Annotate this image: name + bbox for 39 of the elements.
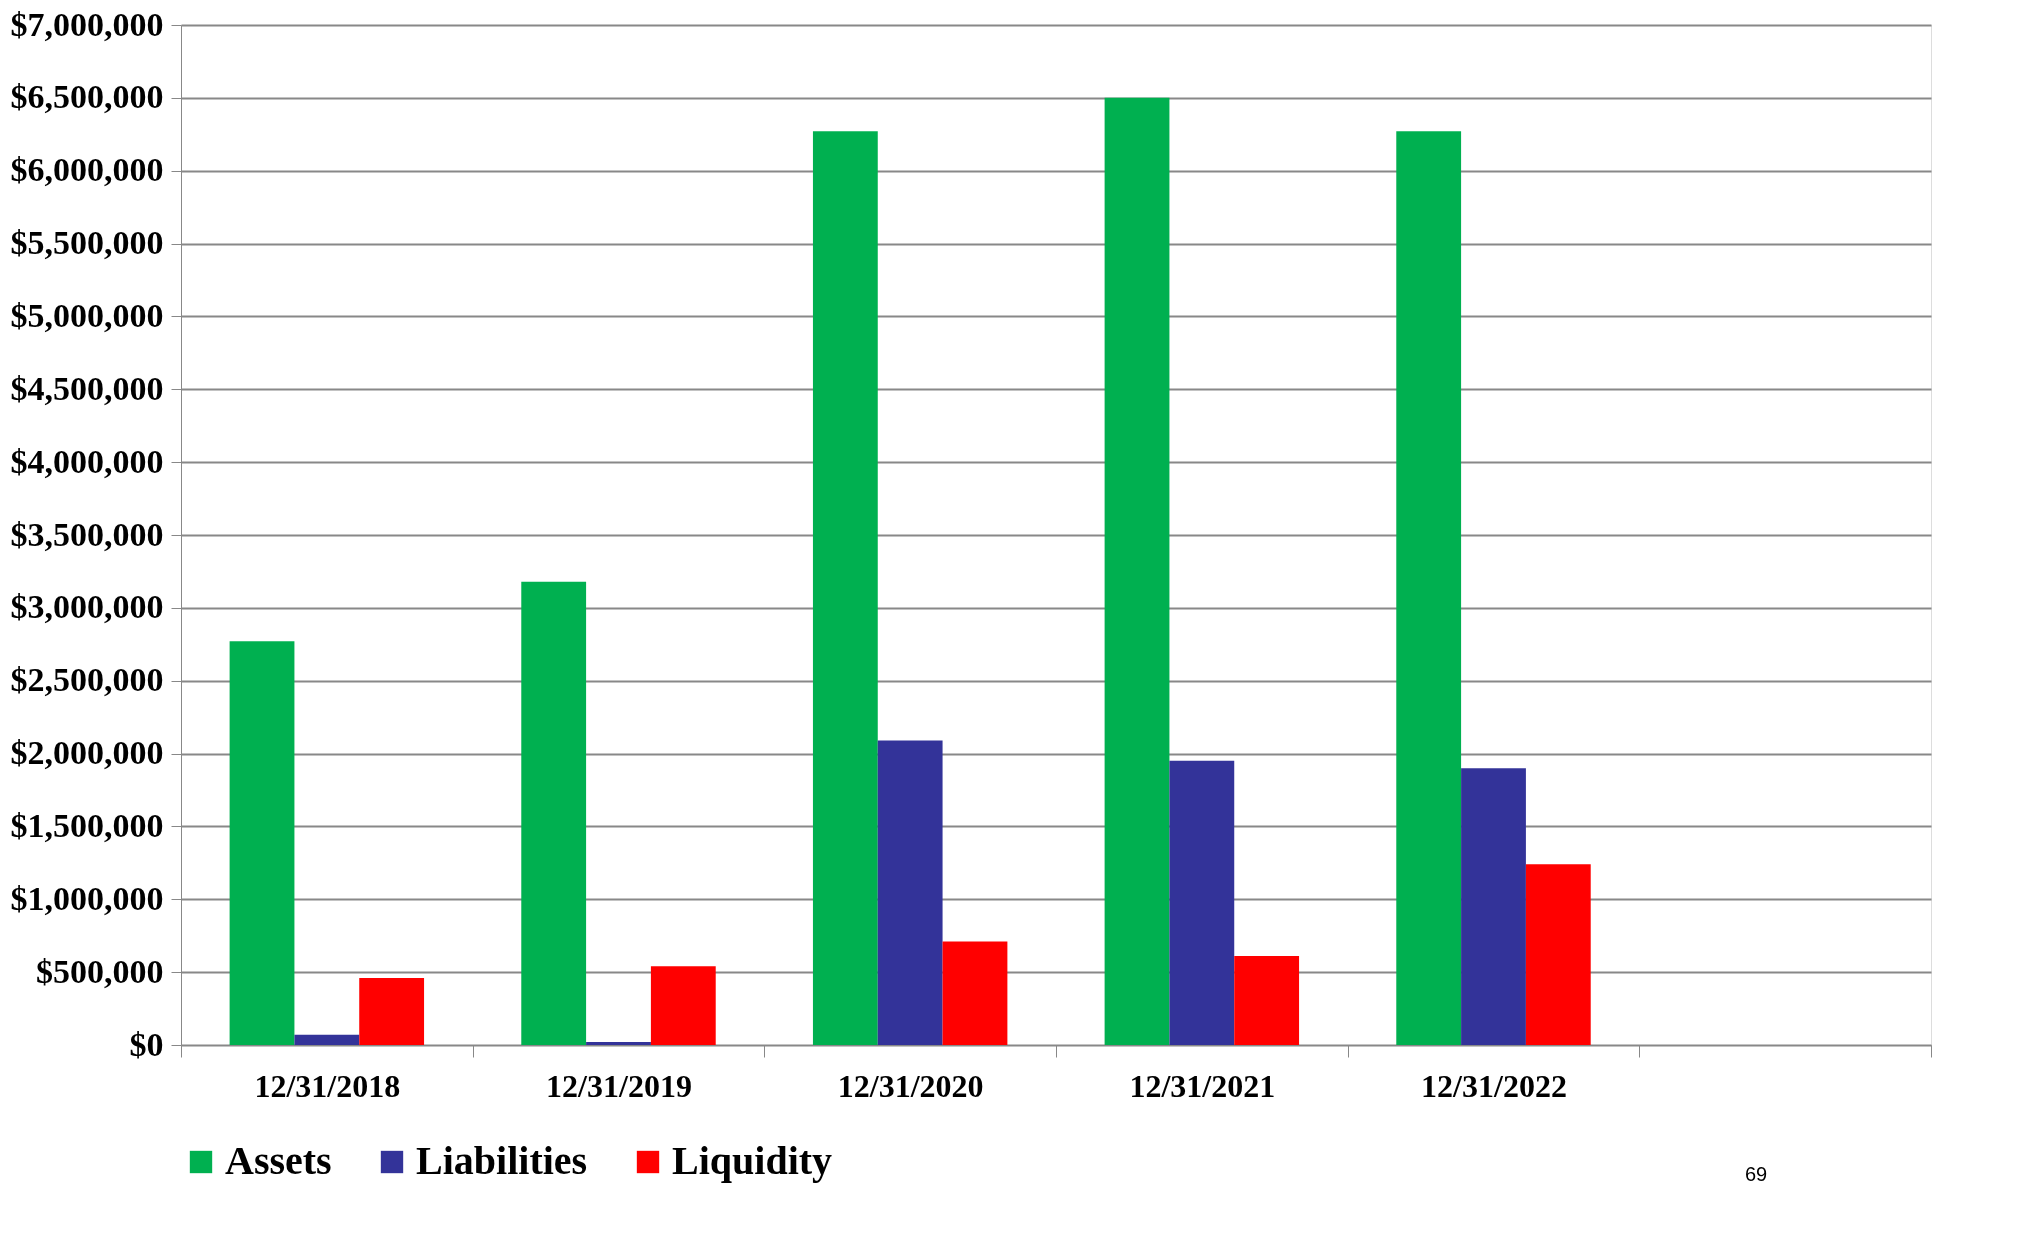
bar bbox=[1169, 760, 1235, 1045]
y-tick-label: $1,000,000 bbox=[10, 879, 164, 917]
bar bbox=[1525, 864, 1591, 1045]
bar bbox=[359, 977, 425, 1045]
y-tick-label: $2,000,000 bbox=[10, 734, 164, 772]
bar bbox=[942, 941, 1008, 1045]
bar bbox=[1104, 97, 1170, 1045]
bar bbox=[1396, 131, 1462, 1045]
y-tick-label: $2,500,000 bbox=[10, 661, 164, 699]
y-tick-label: $7,000,000 bbox=[10, 5, 164, 43]
text: 69 bbox=[1744, 1163, 1768, 1185]
legend-label: Assets bbox=[225, 1138, 332, 1183]
y-tick-label: $5,500,000 bbox=[10, 224, 164, 262]
y-tick-label: $500,000 bbox=[36, 952, 164, 990]
y-tick-label: $5,000,000 bbox=[10, 296, 164, 334]
y-tick-label: $0 bbox=[129, 1025, 164, 1063]
bar bbox=[586, 1042, 651, 1045]
y-tick-label: $4,000,000 bbox=[10, 442, 164, 480]
y-tick-label: $3,000,000 bbox=[10, 588, 164, 626]
x-tick-label: 12/31/2018 bbox=[254, 1067, 401, 1104]
y-tick-label: $6,000,000 bbox=[10, 151, 164, 189]
bar bbox=[877, 740, 943, 1045]
bar bbox=[294, 1034, 360, 1045]
x-tick-label: 12/31/2019 bbox=[546, 1067, 692, 1104]
bar bbox=[1234, 956, 1300, 1045]
bar bbox=[229, 641, 295, 1045]
y-tick-label: $6,500,000 bbox=[10, 78, 164, 116]
y-tick-label: $4,500,000 bbox=[10, 369, 164, 407]
legend-label: Liquidity bbox=[672, 1138, 833, 1183]
bar bbox=[1461, 768, 1526, 1045]
x-tick-label: 12/31/2022 bbox=[1421, 1067, 1567, 1104]
x-tick-label: 12/31/2021 bbox=[1129, 1067, 1276, 1104]
x-tick-label: 12/31/2020 bbox=[837, 1067, 984, 1104]
bar bbox=[812, 131, 878, 1045]
legend-label: Liabilities bbox=[416, 1138, 588, 1183]
y-tick-label: $3,500,000 bbox=[10, 515, 164, 553]
bar bbox=[521, 581, 587, 1045]
y-tick-label: $1,500,000 bbox=[10, 806, 164, 844]
bar bbox=[650, 966, 716, 1045]
